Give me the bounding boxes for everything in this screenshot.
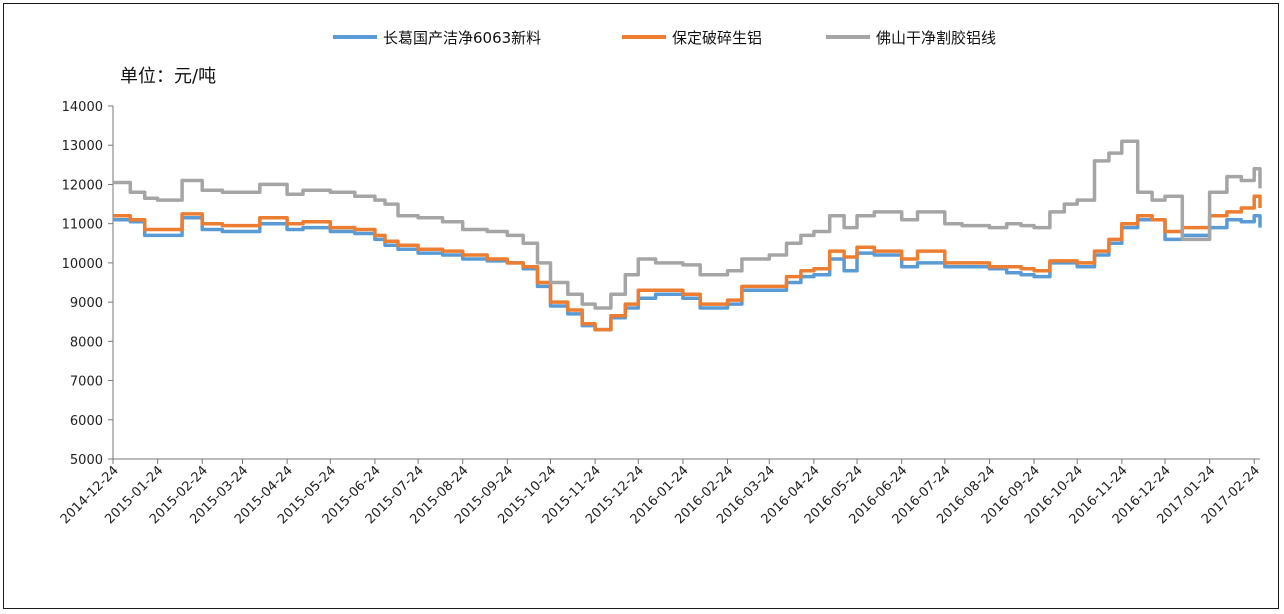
y-tick-label: 5000: [70, 453, 103, 468]
series-line-2: [113, 194, 1262, 332]
y-tick-label: 8000: [70, 335, 103, 350]
x-axis: 2014-12-242015-01-242015-02-242015-03-24…: [58, 458, 1263, 527]
series-line-1: [113, 214, 1262, 332]
chart-legend: 长葛国产洁净6063新料 保定破碎生铝 佛山干净割胶铝线: [333, 29, 996, 47]
y-tick-label: 6000: [70, 414, 103, 429]
y-tick-label: 7000: [70, 375, 103, 390]
y-tick-label: 11000: [62, 218, 103, 233]
y-tick-label: 9000: [70, 296, 103, 311]
y-tick-label: 12000: [62, 178, 103, 193]
y-tick-label: 10000: [62, 257, 103, 272]
series-line-3: [113, 139, 1262, 310]
legend-label-1: 长葛国产洁净6063新料: [383, 29, 541, 47]
legend-label-3: 佛山干净割胶铝线: [876, 29, 996, 47]
chart-frame: [3, 3, 1279, 609]
y-axis: 5000 6000 7000 8000 9000 10000 11000 12000 13000…: [62, 100, 114, 468]
series-layer: [113, 139, 1262, 332]
y-tick-label: 13000: [62, 139, 103, 154]
y-tick-label: 14000: [62, 100, 103, 115]
unit-label: 单位：元/吨: [120, 66, 216, 87]
legend-label-2: 保定破碎生铝: [672, 29, 762, 47]
